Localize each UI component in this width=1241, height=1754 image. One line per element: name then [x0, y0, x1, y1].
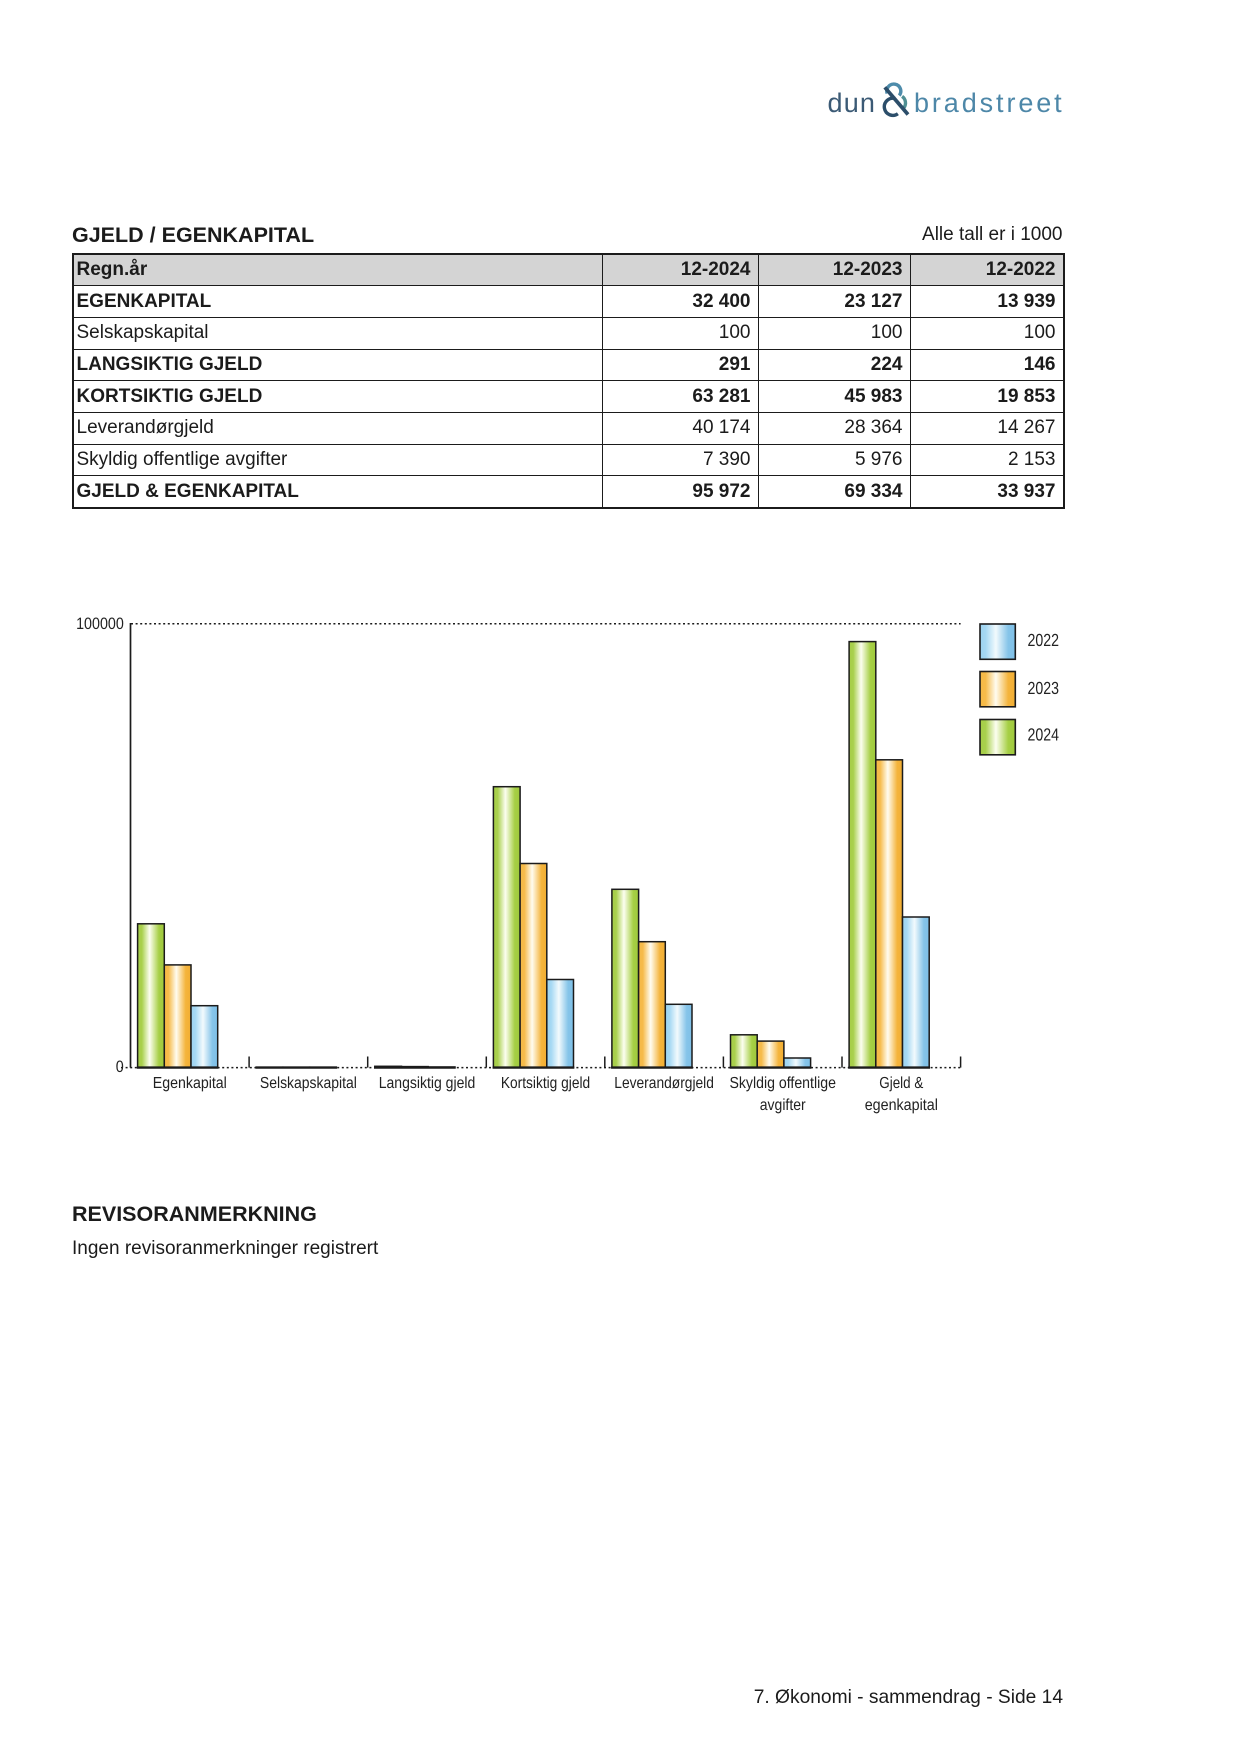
svg-text:0: 0: [116, 1058, 124, 1076]
svg-text:100000: 100000: [76, 615, 124, 633]
svg-text:avgifter: avgifter: [760, 1097, 806, 1114]
svg-text:2022: 2022: [1028, 630, 1060, 650]
svg-text:egenkapital: egenkapital: [865, 1097, 938, 1114]
svg-text:Skyldig offentlige: Skyldig offentlige: [729, 1075, 836, 1092]
svg-text:Gjeld &: Gjeld &: [879, 1075, 923, 1092]
svg-text:Egenkapital: Egenkapital: [153, 1075, 227, 1092]
svg-text:Leverandørgjeld: Leverandørgjeld: [614, 1075, 714, 1092]
svg-text:2023: 2023: [1028, 678, 1060, 698]
svg-text:dun: dun: [828, 88, 877, 118]
svg-text:2024: 2024: [1028, 725, 1060, 745]
svg-text:Kortsiktig gjeld: Kortsiktig gjeld: [501, 1075, 590, 1092]
svg-text:bradstreet: bradstreet: [914, 88, 1065, 118]
svg-text:Selskapskapital: Selskapskapital: [260, 1075, 357, 1092]
svg-text:Langsiktig gjeld: Langsiktig gjeld: [379, 1075, 476, 1092]
